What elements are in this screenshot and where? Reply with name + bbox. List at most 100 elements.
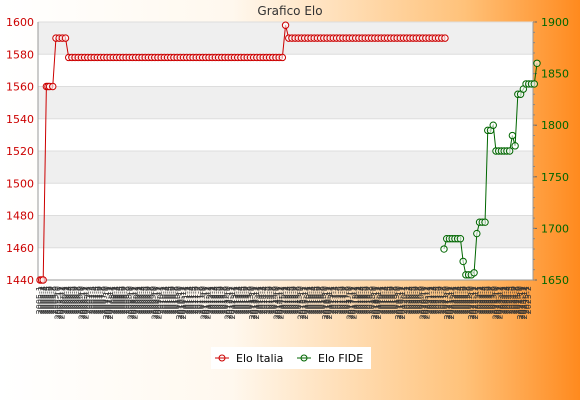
x-tick-label: 2013-1 xyxy=(230,286,239,314)
x-tick-label: 2024-9 xyxy=(514,286,523,314)
right-tick-label: 1900 xyxy=(541,16,569,29)
x-tick-label: 2009-12 xyxy=(155,286,164,319)
x-tick-label: 2010-7 xyxy=(169,286,178,314)
data-point-elo-fide[interactable] xyxy=(533,59,541,67)
x-tick-label: 2017-11 xyxy=(347,286,356,319)
left-tick-label: 1480 xyxy=(6,210,34,223)
data-point-elo-fide[interactable] xyxy=(440,245,448,253)
x-tick-label: 2012-7 xyxy=(218,286,227,314)
x-tick-label: 2007-7 xyxy=(96,286,105,314)
grid-band xyxy=(38,151,533,184)
data-point-elo-fide[interactable] xyxy=(459,257,467,266)
x-tick-label: 2012-1 xyxy=(205,286,214,314)
x-tick-label: 2006-7 xyxy=(72,286,81,314)
left-tick-label: 1460 xyxy=(6,242,34,255)
left-tick-label: 1500 xyxy=(6,177,34,190)
x-tick-label: 2012-10 xyxy=(224,286,233,319)
x-tick-label: 2023-2 xyxy=(475,286,484,314)
x-tick-label: 2021-12 xyxy=(447,286,456,319)
x-tick-label: 2008-2 xyxy=(110,286,119,314)
x-tick-label: 2018-6 xyxy=(362,286,371,314)
x-tick-label: 2018-10 xyxy=(370,286,379,319)
x-tick-label: 2012-6 xyxy=(216,286,225,314)
x-tick-label: 2019-5 xyxy=(384,286,393,314)
grid-lines xyxy=(38,21,533,281)
x-tick-label: 2013-10 xyxy=(248,286,257,319)
x-tick-label: 2015-8 xyxy=(293,286,302,314)
x-tick-label: 2018-3 xyxy=(356,286,365,314)
data-point-elo-fide[interactable] xyxy=(530,80,538,88)
x-tick-label: 2022-4 xyxy=(455,286,464,314)
x-tick-label: 2021-3 xyxy=(429,286,438,314)
x-tick-label: 2012-12 xyxy=(228,286,237,319)
x-tick-label: 2010-11 xyxy=(177,286,186,319)
data-point-elo-fide[interactable] xyxy=(473,229,481,238)
data-point-elo-italia[interactable] xyxy=(49,82,57,91)
x-tick-label: 2012-8 xyxy=(220,286,229,314)
x-tick-label: 2020-9 xyxy=(416,286,425,314)
x-tick-label: 2014-9 xyxy=(270,286,279,314)
data-point-elo-fide[interactable] xyxy=(505,147,514,155)
x-tick-label: 2012-3 xyxy=(209,286,218,314)
x-tick-label: 2007-3 xyxy=(88,286,97,314)
data-point-elo-fide[interactable] xyxy=(481,218,489,226)
x-tick-label: 2017-6 xyxy=(337,286,346,314)
data-point-elo-italia[interactable] xyxy=(61,34,70,42)
x-tick-label: 2014-7 xyxy=(266,286,275,314)
x-tick-label: 2006-4 xyxy=(65,286,74,314)
data-point-elo-fide[interactable] xyxy=(508,131,517,140)
x-tick-label: 2009-3 xyxy=(136,286,145,314)
data-point-elo-fide[interactable] xyxy=(470,269,478,277)
left-tick-label: 1540 xyxy=(6,113,34,126)
x-tick-label: 2023-6 xyxy=(483,286,492,314)
x-tick-label: 2024-7 xyxy=(510,286,519,314)
x-tick-label: 2017-9 xyxy=(343,286,352,314)
x-tick-label: 2022-8 xyxy=(463,286,472,314)
x-tick-label: 2006-1 xyxy=(59,286,68,314)
legend-entry-elo-fide[interactable]: Elo FIDE xyxy=(297,352,363,365)
x-tick-label: 2011-5 xyxy=(189,286,198,314)
x-tick-label: 2008-1 xyxy=(108,286,117,314)
grid-band xyxy=(38,86,533,119)
x-tick-label: 2022-2 xyxy=(451,286,460,314)
x-tick-label: 2018-8 xyxy=(366,286,375,314)
legend-italia-marker xyxy=(218,354,226,362)
x-tick-label: 2020-10 xyxy=(418,286,427,319)
right-tick-label: 1750 xyxy=(541,171,569,184)
x-tick-label: 2006-9 xyxy=(76,286,85,314)
x-tick-label: 2023-4 xyxy=(479,286,488,314)
x-tick-label: 2017-12 xyxy=(350,286,359,319)
x-tick-label: 2024-12 xyxy=(520,286,529,319)
x-tick-label: 2016-12 xyxy=(325,286,334,319)
data-point-elo-fide[interactable] xyxy=(456,235,465,243)
x-tick-label: 2005-12 xyxy=(57,286,66,319)
x-tick-label: 2019-10 xyxy=(394,286,403,319)
data-point-elo-italia[interactable] xyxy=(39,276,47,284)
legend-fide-marker xyxy=(300,354,308,362)
data-point-elo-fide[interactable] xyxy=(511,142,519,150)
x-tick-label: 2009-1 xyxy=(132,286,141,314)
x-tick-label: 2013-3 xyxy=(234,286,243,314)
legend-entry-elo-italia[interactable]: Elo Italia xyxy=(215,352,283,365)
x-tick-label: 2024-5 xyxy=(506,286,515,314)
data-point-elo-italia[interactable] xyxy=(278,53,287,62)
x-tick-label: 2008-12 xyxy=(130,286,139,319)
x-tick-label: 2006-11 xyxy=(80,286,89,319)
x-tick-label: 2011-8 xyxy=(195,286,204,314)
x-tick-label: 2024-6 xyxy=(508,286,517,314)
x-tick-label: 2015-5 xyxy=(287,286,296,314)
x-tick-label: 2007-8 xyxy=(98,286,107,314)
x-tick-label: 2022-6 xyxy=(459,286,468,314)
x-tick-label: 2005-5 xyxy=(43,286,52,314)
x-tick-label: 2020-5 xyxy=(408,286,417,314)
x-tick-label: 2005-8 xyxy=(49,286,58,314)
data-point-elo-italia[interactable] xyxy=(441,34,449,42)
x-tick-label: 2019-7 xyxy=(388,286,397,314)
x-tick-label: 2016-10 xyxy=(321,286,330,319)
x-tick-label: 2008-6 xyxy=(118,286,127,314)
data-point-elo-fide[interactable] xyxy=(489,121,497,129)
data-point-elo-italia[interactable] xyxy=(281,21,290,29)
x-tick-label: 2020-1 xyxy=(400,286,409,314)
x-tick-label: 2019-3 xyxy=(380,286,389,314)
